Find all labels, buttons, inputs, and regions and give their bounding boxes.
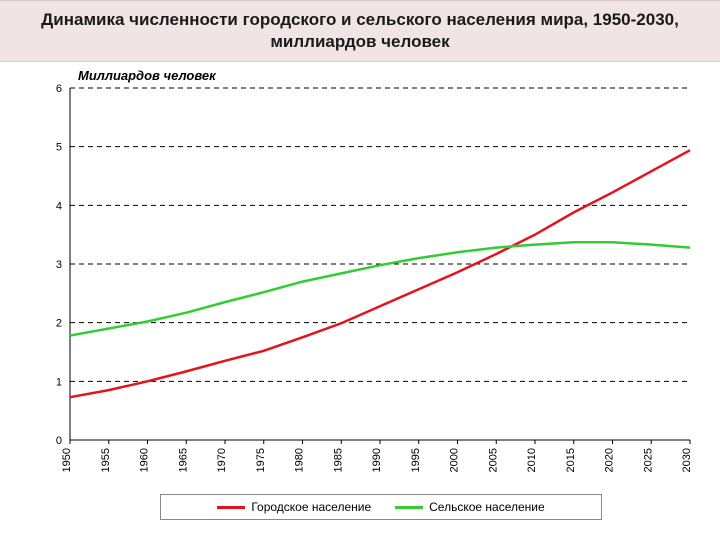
legend-label: Городское население (251, 500, 371, 514)
x-tick-label: 1950 (61, 448, 73, 472)
x-tick-label: 2015 (565, 448, 577, 472)
x-tick-label: 1980 (294, 448, 306, 472)
x-tick-label: 1975 (255, 448, 267, 472)
x-tick-label: 2020 (604, 448, 616, 472)
x-tick-label: 2010 (526, 448, 538, 472)
y-tick-label: 2 (56, 318, 62, 330)
legend: Городское население Сельское население (160, 494, 602, 520)
x-tick-label: 2005 (487, 448, 499, 472)
y-tick-label: 4 (56, 200, 62, 212)
x-tick-label: 1970 (216, 448, 228, 472)
legend-item-urban: Городское население (217, 500, 371, 514)
x-tick-label: 1960 (139, 448, 151, 472)
x-tick-label: 1995 (410, 448, 422, 472)
y-tick-label: 0 (56, 435, 62, 447)
chart-area: Миллиардов человек 0 1 2 3 4 5 6 1950 1955 1960 19… (30, 70, 700, 520)
legend-swatch (395, 506, 423, 509)
line-chart: 0 1 2 3 4 5 6 1950 1955 1960 1965 1970 1975 1980 1985 1… (30, 70, 700, 490)
x-tick-label: 2025 (642, 448, 654, 472)
y-tick-label: 5 (56, 142, 62, 154)
x-tick-label: 1985 (332, 448, 344, 472)
series-line (70, 150, 690, 397)
y-tick-label: 3 (56, 259, 62, 271)
page-title: Динамика численности городского и сельск… (20, 9, 700, 53)
x-tick-label: 1965 (177, 448, 189, 472)
x-tick-label: 2000 (449, 448, 461, 472)
series-line (70, 242, 690, 335)
x-tick-label: 2030 (681, 448, 693, 472)
y-tick-label: 6 (56, 83, 62, 95)
slide: Динамика численности городского и сельск… (0, 0, 720, 540)
x-tick-label: 1955 (100, 448, 112, 472)
title-bar: Динамика численности городского и сельск… (0, 0, 720, 62)
y-axis-label: Миллиардов человек (78, 68, 216, 83)
legend-item-rural: Сельское население (395, 500, 545, 514)
legend-label: Сельское население (429, 500, 545, 514)
y-tick-label: 1 (56, 376, 62, 388)
x-tick-label: 1990 (371, 448, 383, 472)
legend-swatch (217, 506, 245, 509)
